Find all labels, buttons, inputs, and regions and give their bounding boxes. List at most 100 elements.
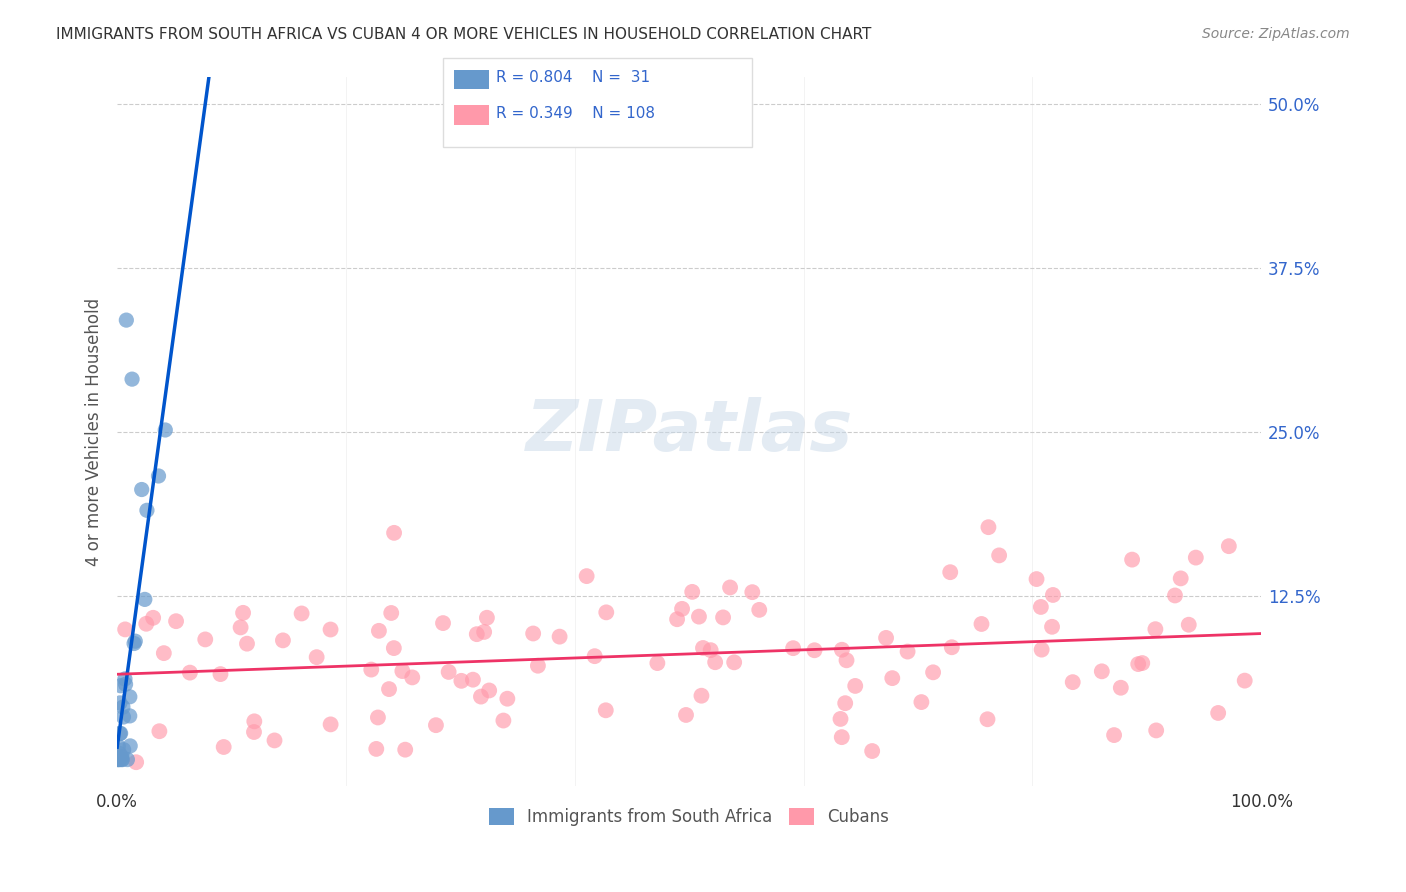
Point — [1144, 723, 1167, 738]
Point — [1040, 620, 1063, 634]
Point — [110, 679, 132, 693]
Point — [748, 603, 770, 617]
Point — [835, 653, 858, 667]
Point — [148, 724, 170, 739]
Point — [108, 753, 131, 767]
Point — [111, 753, 134, 767]
Point — [360, 663, 382, 677]
Point — [681, 585, 703, 599]
Point — [834, 696, 856, 710]
Point — [976, 712, 998, 726]
Point — [124, 634, 146, 648]
Point — [699, 643, 721, 657]
Point — [1206, 706, 1229, 720]
Point — [115, 313, 138, 327]
Point — [1218, 539, 1240, 553]
Point — [475, 611, 498, 625]
Point — [107, 753, 129, 767]
Point — [666, 612, 689, 626]
Point — [1029, 599, 1052, 614]
Point — [711, 610, 734, 624]
Point — [1164, 589, 1187, 603]
Point — [844, 679, 866, 693]
Point — [391, 664, 413, 678]
Point — [142, 611, 165, 625]
Point — [229, 620, 252, 634]
Point — [723, 656, 745, 670]
Y-axis label: 4 or more Vehicles in Household: 4 or more Vehicles in Household — [86, 298, 103, 566]
Point — [319, 623, 342, 637]
Point — [243, 714, 266, 729]
Point — [1185, 550, 1208, 565]
Point — [1121, 552, 1143, 566]
Point — [425, 718, 447, 732]
Point — [910, 695, 932, 709]
Point — [897, 644, 920, 658]
Point — [122, 636, 145, 650]
Point — [263, 733, 285, 747]
Point — [1130, 656, 1153, 670]
Point — [111, 700, 134, 714]
Point — [1128, 657, 1150, 671]
Point — [194, 632, 217, 647]
Point — [367, 710, 389, 724]
Point — [741, 585, 763, 599]
Point — [1091, 665, 1114, 679]
Point — [382, 641, 405, 656]
Point — [941, 640, 963, 655]
Point — [271, 633, 294, 648]
Point — [111, 749, 134, 764]
Point — [688, 609, 710, 624]
Point — [401, 670, 423, 684]
Point — [461, 673, 484, 687]
Point — [782, 641, 804, 656]
Point — [110, 726, 132, 740]
Point — [378, 682, 401, 697]
Point — [114, 672, 136, 686]
Point — [583, 649, 606, 664]
Point — [131, 483, 153, 497]
Point — [291, 607, 314, 621]
Point — [114, 677, 136, 691]
Point — [1042, 588, 1064, 602]
Text: ZIPatlas: ZIPatlas — [526, 397, 853, 467]
Point — [527, 658, 550, 673]
Point — [1109, 681, 1132, 695]
Point — [118, 690, 141, 704]
Text: R = 0.349    N = 108: R = 0.349 N = 108 — [496, 106, 655, 120]
Point — [860, 744, 883, 758]
Point — [970, 617, 993, 632]
Point — [136, 503, 159, 517]
Point — [675, 708, 697, 723]
Point — [830, 712, 852, 726]
Point — [179, 665, 201, 680]
Point — [831, 730, 853, 744]
Point — [939, 565, 962, 579]
Point — [690, 689, 713, 703]
Point — [118, 709, 141, 723]
Point — [112, 742, 135, 756]
Point — [575, 569, 598, 583]
Point — [692, 640, 714, 655]
Point — [125, 755, 148, 769]
Point — [671, 602, 693, 616]
Point — [875, 631, 897, 645]
Point — [595, 703, 617, 717]
Point — [470, 690, 492, 704]
Point — [492, 714, 515, 728]
Point — [1170, 571, 1192, 585]
Point — [882, 671, 904, 685]
Point — [121, 372, 143, 386]
Point — [108, 753, 131, 767]
Point — [1177, 617, 1199, 632]
Point — [107, 739, 129, 754]
Point — [319, 717, 342, 731]
Point — [212, 739, 235, 754]
Point — [155, 423, 177, 437]
Point — [922, 665, 945, 680]
Point — [232, 606, 254, 620]
Point — [1025, 572, 1047, 586]
Point — [380, 606, 402, 620]
Point — [718, 581, 741, 595]
Point — [135, 616, 157, 631]
